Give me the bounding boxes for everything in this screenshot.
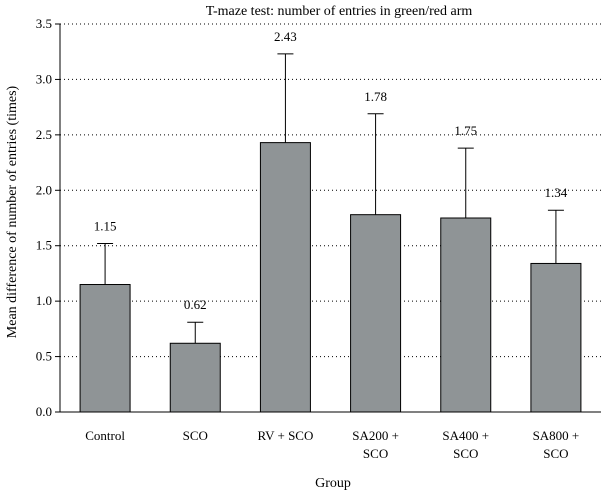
y-axis-label: Mean difference of number of entries (ti… xyxy=(5,85,20,338)
x-tick-label: SCO xyxy=(363,446,388,461)
bar xyxy=(79,284,131,413)
x-tick-label: SCO xyxy=(453,446,478,461)
bar xyxy=(440,217,492,413)
x-tick-label: SCO xyxy=(543,446,568,461)
x-tick-label: SA800 + xyxy=(533,428,580,443)
data-label: 1.78 xyxy=(364,89,387,104)
x-axis-label: Group xyxy=(315,476,351,491)
bar xyxy=(530,262,582,413)
data-label: 1.15 xyxy=(94,218,117,233)
x-tick-label: Control xyxy=(85,428,125,443)
x-tick-label: RV + SCO xyxy=(257,428,313,443)
data-label: 1.75 xyxy=(454,123,477,138)
x-tick-label: SA200 + xyxy=(352,428,399,443)
axes-layer: 0.0 0.5 1.0 1.5 2.0 2.5 3.0 3.5 Control SCO RV + S… xyxy=(36,16,601,461)
y-tick-label: 0.5 xyxy=(36,349,52,364)
y-tick-label: 1.5 xyxy=(36,238,52,253)
grid-layer xyxy=(60,23,601,358)
data-label: 2.43 xyxy=(274,29,297,44)
y-tick-label: 3.5 xyxy=(36,16,52,31)
y-tick-label: 0.0 xyxy=(36,404,52,419)
data-label: 1.34 xyxy=(545,185,568,200)
chart-title: T-maze test: number of entries in green/… xyxy=(206,4,473,19)
y-tick-label: 2.0 xyxy=(36,182,52,197)
y-tick-label: 1.0 xyxy=(36,293,52,308)
x-tick-label: SCO xyxy=(183,428,208,443)
bars-layer: 1.15 0.62 2.43 1.78 1.75 1.34 xyxy=(79,29,582,413)
x-tick-label: SA400 + xyxy=(442,428,489,443)
y-tick-label: 3.0 xyxy=(36,71,52,86)
bar xyxy=(350,214,402,413)
data-label: 0.62 xyxy=(184,297,207,312)
bar xyxy=(259,142,311,413)
y-tick-label: 2.5 xyxy=(36,127,52,142)
bar xyxy=(169,342,221,413)
